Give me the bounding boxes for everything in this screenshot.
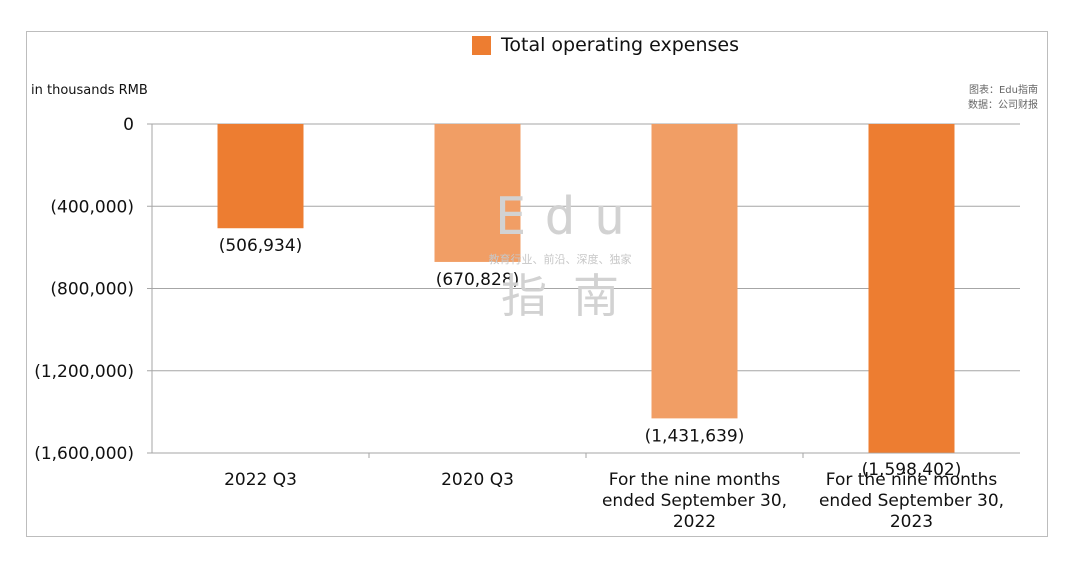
y-tick-label: (800,000) [50, 280, 134, 300]
x-category-label: 2020 Q3 [441, 470, 514, 490]
y-tick-label: (1,200,000) [34, 362, 134, 382]
x-category-label-line: ended September 30, [819, 491, 1004, 511]
legend: Total operating expenses [472, 33, 739, 57]
chart-frame [26, 31, 1048, 537]
legend-label: Total operating expenses [501, 34, 739, 56]
source-note: 图表：Edu指南 数据：公司财报 [968, 83, 1038, 113]
x-category-label-line: 2023 [890, 512, 933, 532]
bar [868, 124, 955, 453]
x-category-label-line: 2022 Q3 [224, 470, 297, 490]
bar [434, 124, 521, 262]
y-tick-label: 0 [123, 115, 134, 135]
source-note-data-source: 数据：公司财报 [968, 100, 1038, 111]
source-note-chart-credit: 图表：Edu指南 [968, 85, 1038, 96]
x-category-label-line: For the nine months [609, 470, 781, 490]
legend-swatch [472, 35, 491, 55]
x-category-label-line: 2020 Q3 [441, 470, 514, 490]
x-category-label: 2022 Q3 [224, 470, 297, 490]
data-label: (1,598,402) [862, 460, 962, 480]
y-tick-label: (400,000) [50, 197, 134, 217]
y-tick-label: (1,600,000) [34, 444, 134, 464]
bar [217, 124, 304, 229]
bar [651, 124, 738, 419]
x-category-label-line: For the nine months [826, 470, 998, 490]
x-category-label: For the nine months ended September 30, 20… [819, 470, 1004, 532]
data-label: (506,934) [219, 236, 303, 256]
y-axis-unit-label: in thousands RMB [31, 83, 148, 98]
data-label: (670,828) [436, 270, 520, 290]
x-category-label-line: ended September 30, [602, 491, 787, 511]
data-label: (1,431,639) [645, 426, 745, 446]
x-category-label-line: 2022 [673, 512, 716, 532]
x-category-label: For the nine months ended September 30, 20… [602, 470, 787, 532]
